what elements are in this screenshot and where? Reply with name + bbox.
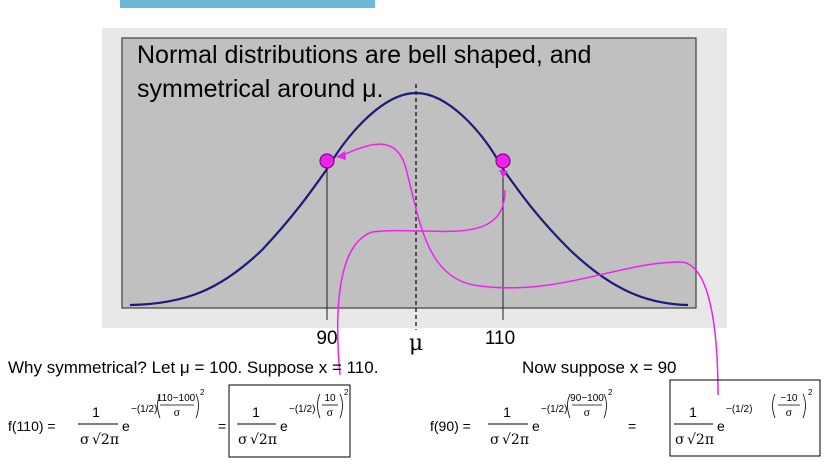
arrow-mirror-110-to-90 [336, 189, 506, 376]
eq2-sqrt: √2π [502, 432, 529, 448]
eq2-e: e [532, 418, 540, 434]
eq1b-paren-right [339, 393, 343, 419]
point-110 [495, 153, 511, 169]
arrow-mirror-110-upper [338, 143, 719, 396]
bell-curve [129, 91, 689, 307]
eq2b-exp-num: −10 [781, 393, 798, 404]
eq1b-e: e [280, 418, 288, 434]
eq1-sigma: σ [80, 432, 90, 448]
eq1-paren-left [157, 393, 161, 419]
eq1b-exp-num: 10 [324, 393, 336, 404]
eq2b-exp-coef: −(1/2) [726, 404, 752, 415]
eq1-power: 2 [200, 388, 205, 397]
eq1-lhs: f(110) = [8, 418, 56, 434]
eq2-paren-left [567, 393, 571, 419]
eq2b-sigma: σ [675, 432, 685, 448]
heading-line-2: symmetrical around μ. [137, 75, 383, 103]
tick-label-110: 110 [485, 328, 515, 349]
eq2-lhs: f(90) = [430, 418, 471, 434]
clipped-title-remnant [120, 0, 375, 8]
eq2b-paren-left [772, 393, 776, 419]
eq2b-power: 2 [808, 388, 813, 397]
eq1-sqrt: √2π [92, 432, 119, 448]
eq2-boxed-result [669, 379, 821, 457]
equation-f110: f(110) = 1 σ √2π e −(1/2) 110−100 σ 2 = … [8, 384, 351, 458]
arrowhead-90 [336, 151, 346, 160]
chart-panel [121, 37, 697, 309]
eq2-equals: = [628, 418, 636, 434]
why-symmetrical-text: Why symmetrical? Let μ = 100. Suppose x … [8, 358, 378, 377]
heading-line-1: Normal distributions are bell shaped, an… [137, 41, 591, 69]
equation-f90: f(90) = 1 σ √2π e −(1/2) 90−100 σ 2 = 1 … [430, 379, 821, 457]
eq2-paren-right [603, 393, 607, 419]
eq1b-numerator: 1 [252, 404, 260, 420]
eq1b-exp-coef: −(1/2) [289, 404, 315, 415]
eq2-exp-coef: −(1/2) [541, 404, 567, 415]
eq2-exp-num: 90−100 [570, 393, 604, 404]
eq1-equals: = [218, 418, 226, 434]
point-90 [319, 153, 335, 169]
eq2b-e: e [717, 418, 725, 434]
eq1-boxed-result [228, 384, 351, 458]
eq1b-sigma: σ [238, 432, 248, 448]
eq2-power: 2 [608, 388, 613, 397]
eq2-numerator: 1 [503, 404, 511, 420]
eq2b-sqrt: √2π [687, 432, 714, 448]
eq1-exp-num: 110−100 [157, 393, 196, 404]
eq1-exp-den: σ [174, 408, 181, 419]
eq2-exp-den: σ [584, 408, 591, 419]
tick-label-90: 90 [316, 328, 337, 349]
eq1b-paren-left [317, 393, 321, 419]
eq1-e: e [122, 418, 130, 434]
eq1b-sqrt: √2π [250, 432, 277, 448]
eq1b-power: 2 [344, 388, 349, 397]
eq2b-paren-right [802, 393, 806, 419]
eq1-paren-right [195, 393, 199, 419]
eq1-exp-coef: −(1/2) [131, 404, 157, 415]
eq2b-exp-den: σ [786, 408, 793, 419]
tick-label-mu: μ [409, 331, 423, 356]
eq1-numerator: 1 [92, 404, 100, 420]
arrowhead-110 [499, 170, 508, 178]
eq1b-exp-den: σ [327, 408, 334, 419]
eq2b-numerator: 1 [689, 404, 697, 420]
eq2-sigma: σ [490, 432, 500, 448]
now-suppose-text: Now suppose x = 90 [522, 358, 677, 377]
